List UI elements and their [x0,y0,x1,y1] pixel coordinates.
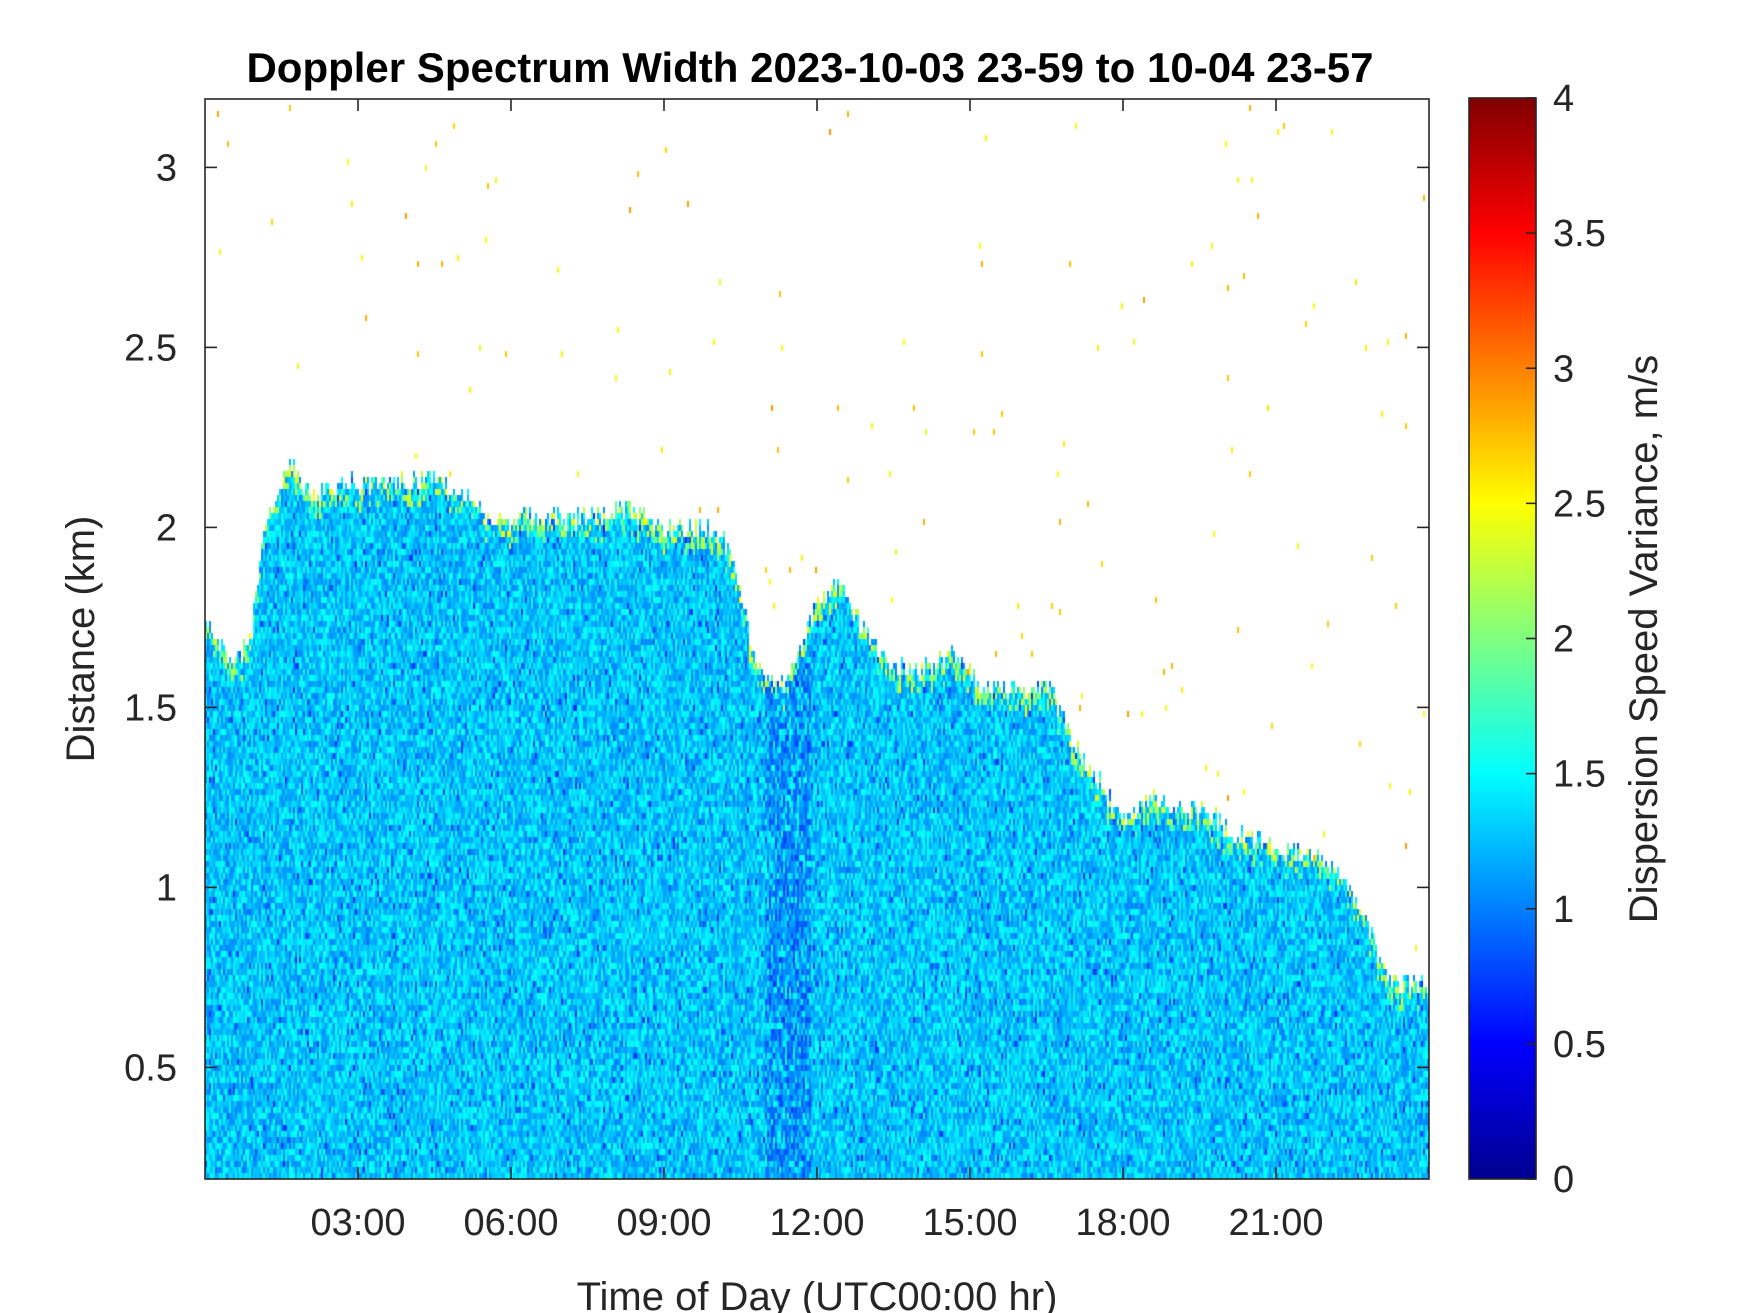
y-tick-label: 1.5 [124,687,177,729]
plot-area: 03:00 06:00 09:00 12:00 15:00 18:00 21:00 0.5 1… [124,98,1430,1244]
colorbar-tick-label: 1.5 [1553,754,1606,796]
x-tick-label: 06:00 [463,1202,558,1244]
colorbar-tick-label: 2.5 [1553,483,1606,525]
colorbar-tick-label: 1 [1553,889,1574,931]
colorbar: 0 0.5 1 1.5 2 2.5 3 3.5 4 Dispersion Speed Varia… [1468,78,1666,1201]
x-tick-label: 18:00 [1075,1202,1170,1244]
y-tick-label: 2 [156,507,177,549]
y-axis-label: Distance (km) [59,516,103,763]
x-axis: 03:00 06:00 09:00 12:00 15:00 18:00 21:00 [310,99,1324,1244]
x-axis-label: Time of Day (UTC00:00 hr) [577,1275,1058,1313]
colorbar-tick-label: 2 [1553,619,1574,661]
x-tick-label: 09:00 [616,1202,711,1244]
x-tick-label: 03:00 [310,1202,405,1244]
colorbar-gradient [1469,98,1536,1179]
colorbar-tick-label: 3.5 [1553,213,1606,255]
colorbar-ticks: 0 0.5 1 1.5 2 2.5 3 3.5 4 [1526,78,1606,1201]
y-tick-label: 0.5 [124,1047,177,1089]
x-tick-label: 12:00 [769,1202,864,1244]
chart-title: Doppler Spectrum Width 2023-10-03 23-59 … [246,44,1373,91]
heatmap-image [205,99,1429,1179]
x-tick-label: 21:00 [1228,1202,1323,1244]
y-axis: 0.5 1 1.5 2 2.5 3 [124,147,1429,1089]
colorbar-tick-label: 0.5 [1553,1024,1606,1066]
y-tick-label: 3 [156,147,177,189]
x-tick-label: 15:00 [922,1202,1017,1244]
colorbar-tick-label: 0 [1553,1159,1574,1201]
y-tick-label: 1 [156,867,177,909]
colorbar-tick-label: 3 [1553,348,1574,390]
colorbar-label: Dispersion Speed Variance, m/s [1622,355,1666,923]
colorbar-tick-label: 4 [1553,78,1574,120]
y-tick-label: 2.5 [124,327,177,369]
